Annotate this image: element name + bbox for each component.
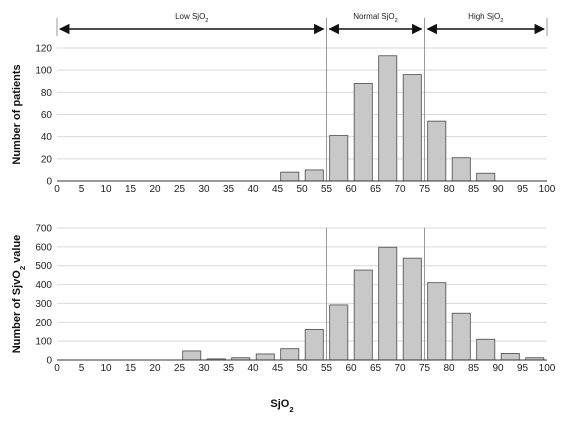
x-tick-label: 15 <box>125 363 137 374</box>
histogram-bar <box>476 172 496 182</box>
histogram-bar <box>329 135 349 182</box>
x-tick-label: 75 <box>419 184 431 195</box>
x-tick-label: 0 <box>54 363 60 374</box>
y-axis-label: Number of patients <box>11 64 23 164</box>
x-tick-label: 5 <box>79 363 85 374</box>
x-tick-label: 45 <box>272 184 284 195</box>
histogram-bar <box>402 257 422 361</box>
x-tick-label: 40 <box>247 184 259 195</box>
x-tick-label: 60 <box>345 184 357 195</box>
x-tick-label: 100 <box>539 184 556 195</box>
y-tick-label: 40 <box>41 132 53 143</box>
x-tick-label: 90 <box>492 184 504 195</box>
x-tick-label: 85 <box>468 363 480 374</box>
y-tick-label: 20 <box>41 154 53 165</box>
y-axis-label: Number of SjvO2 value <box>11 235 27 354</box>
region-label-low: Low SjO2 <box>175 12 208 24</box>
y-tick-label: 80 <box>41 88 53 99</box>
x-tick-label: 60 <box>345 363 357 374</box>
x-tick-label: 55 <box>321 184 333 195</box>
histogram-bar <box>451 312 471 361</box>
x-tick-label: 10 <box>100 363 112 374</box>
x-tick-label: 20 <box>149 363 161 374</box>
histogram-bar <box>353 269 373 361</box>
histogram-bar <box>353 83 373 182</box>
x-tick-label: 45 <box>272 363 284 374</box>
x-tick-label: 95 <box>517 184 529 195</box>
histogram-bar <box>304 329 324 361</box>
region-label-normal: Normal SjO2 <box>353 12 397 24</box>
x-tick-label: 70 <box>394 184 406 195</box>
y-tick-label: 600 <box>35 242 52 253</box>
x-tick-label: 30 <box>198 363 210 374</box>
x-tick-label: 15 <box>125 184 137 195</box>
x-tick-label: 35 <box>223 363 235 374</box>
histogram-bar <box>304 169 324 182</box>
x-tick-label: 10 <box>100 184 112 195</box>
region-label-high: High SjO2 <box>468 12 503 24</box>
y-tick-label: 100 <box>35 337 52 348</box>
histogram-bar <box>427 120 447 182</box>
y-tick-label: 300 <box>35 299 52 310</box>
x-tick-label: 100 <box>539 363 556 374</box>
histogram-bar <box>255 353 275 361</box>
histogram-bar <box>378 246 398 361</box>
x-tick-label: 0 <box>54 184 60 195</box>
y-tick-label: 700 <box>35 224 52 235</box>
y-tick-label: 0 <box>46 177 52 188</box>
histogram-bar <box>329 304 349 361</box>
x-tick-label: 70 <box>394 363 406 374</box>
histogram-bar <box>476 338 496 361</box>
y-tick-label: 200 <box>35 318 52 329</box>
x-tick-label: 65 <box>370 184 382 195</box>
x-tick-label: 50 <box>296 184 308 195</box>
histogram-bar <box>280 348 300 361</box>
x-tick-label: 95 <box>517 363 529 374</box>
x-tick-label: 30 <box>198 184 210 195</box>
x-tick-label: 25 <box>174 363 186 374</box>
x-tick-label: 90 <box>492 363 504 374</box>
histogram-bar <box>451 157 471 182</box>
x-tick-label: 40 <box>247 363 259 374</box>
histogram-bar <box>378 55 398 182</box>
histogram-bar <box>500 352 520 361</box>
x-tick-label: 80 <box>443 363 455 374</box>
x-tick-label: 75 <box>419 363 431 374</box>
x-tick-label: 5 <box>79 184 85 195</box>
histogram-bar <box>182 350 202 361</box>
histogram-bar <box>427 282 447 361</box>
y-tick-label: 120 <box>35 44 52 55</box>
x-tick-label: 35 <box>223 184 235 195</box>
x-tick-label: 20 <box>149 184 161 195</box>
y-tick-label: 100 <box>35 66 52 77</box>
x-tick-label: 25 <box>174 184 186 195</box>
y-tick-label: 60 <box>41 110 53 121</box>
y-tick-label: 400 <box>35 280 52 291</box>
x-tick-label: 85 <box>468 184 480 195</box>
y-tick-label: 500 <box>35 261 52 272</box>
histogram-bar <box>280 171 300 182</box>
x-tick-label: 65 <box>370 363 382 374</box>
histogram-bar <box>402 74 422 182</box>
y-tick-label: 0 <box>46 356 52 367</box>
x-tick-label: 80 <box>443 184 455 195</box>
bottom-panel-values: 0 100 200 300 400 500 600 700 0 5 10 15 20 25 30 35 40 45… <box>11 224 556 414</box>
x-axis-label: SjO2 <box>270 398 293 414</box>
top-panel-patients: 0 20 40 60 80 100 120 0 5 10 15 20 25 30 35 40 45 50 55 60 6… <box>11 12 556 195</box>
x-tick-label: 55 <box>321 363 333 374</box>
x-tick-label: 50 <box>296 363 308 374</box>
